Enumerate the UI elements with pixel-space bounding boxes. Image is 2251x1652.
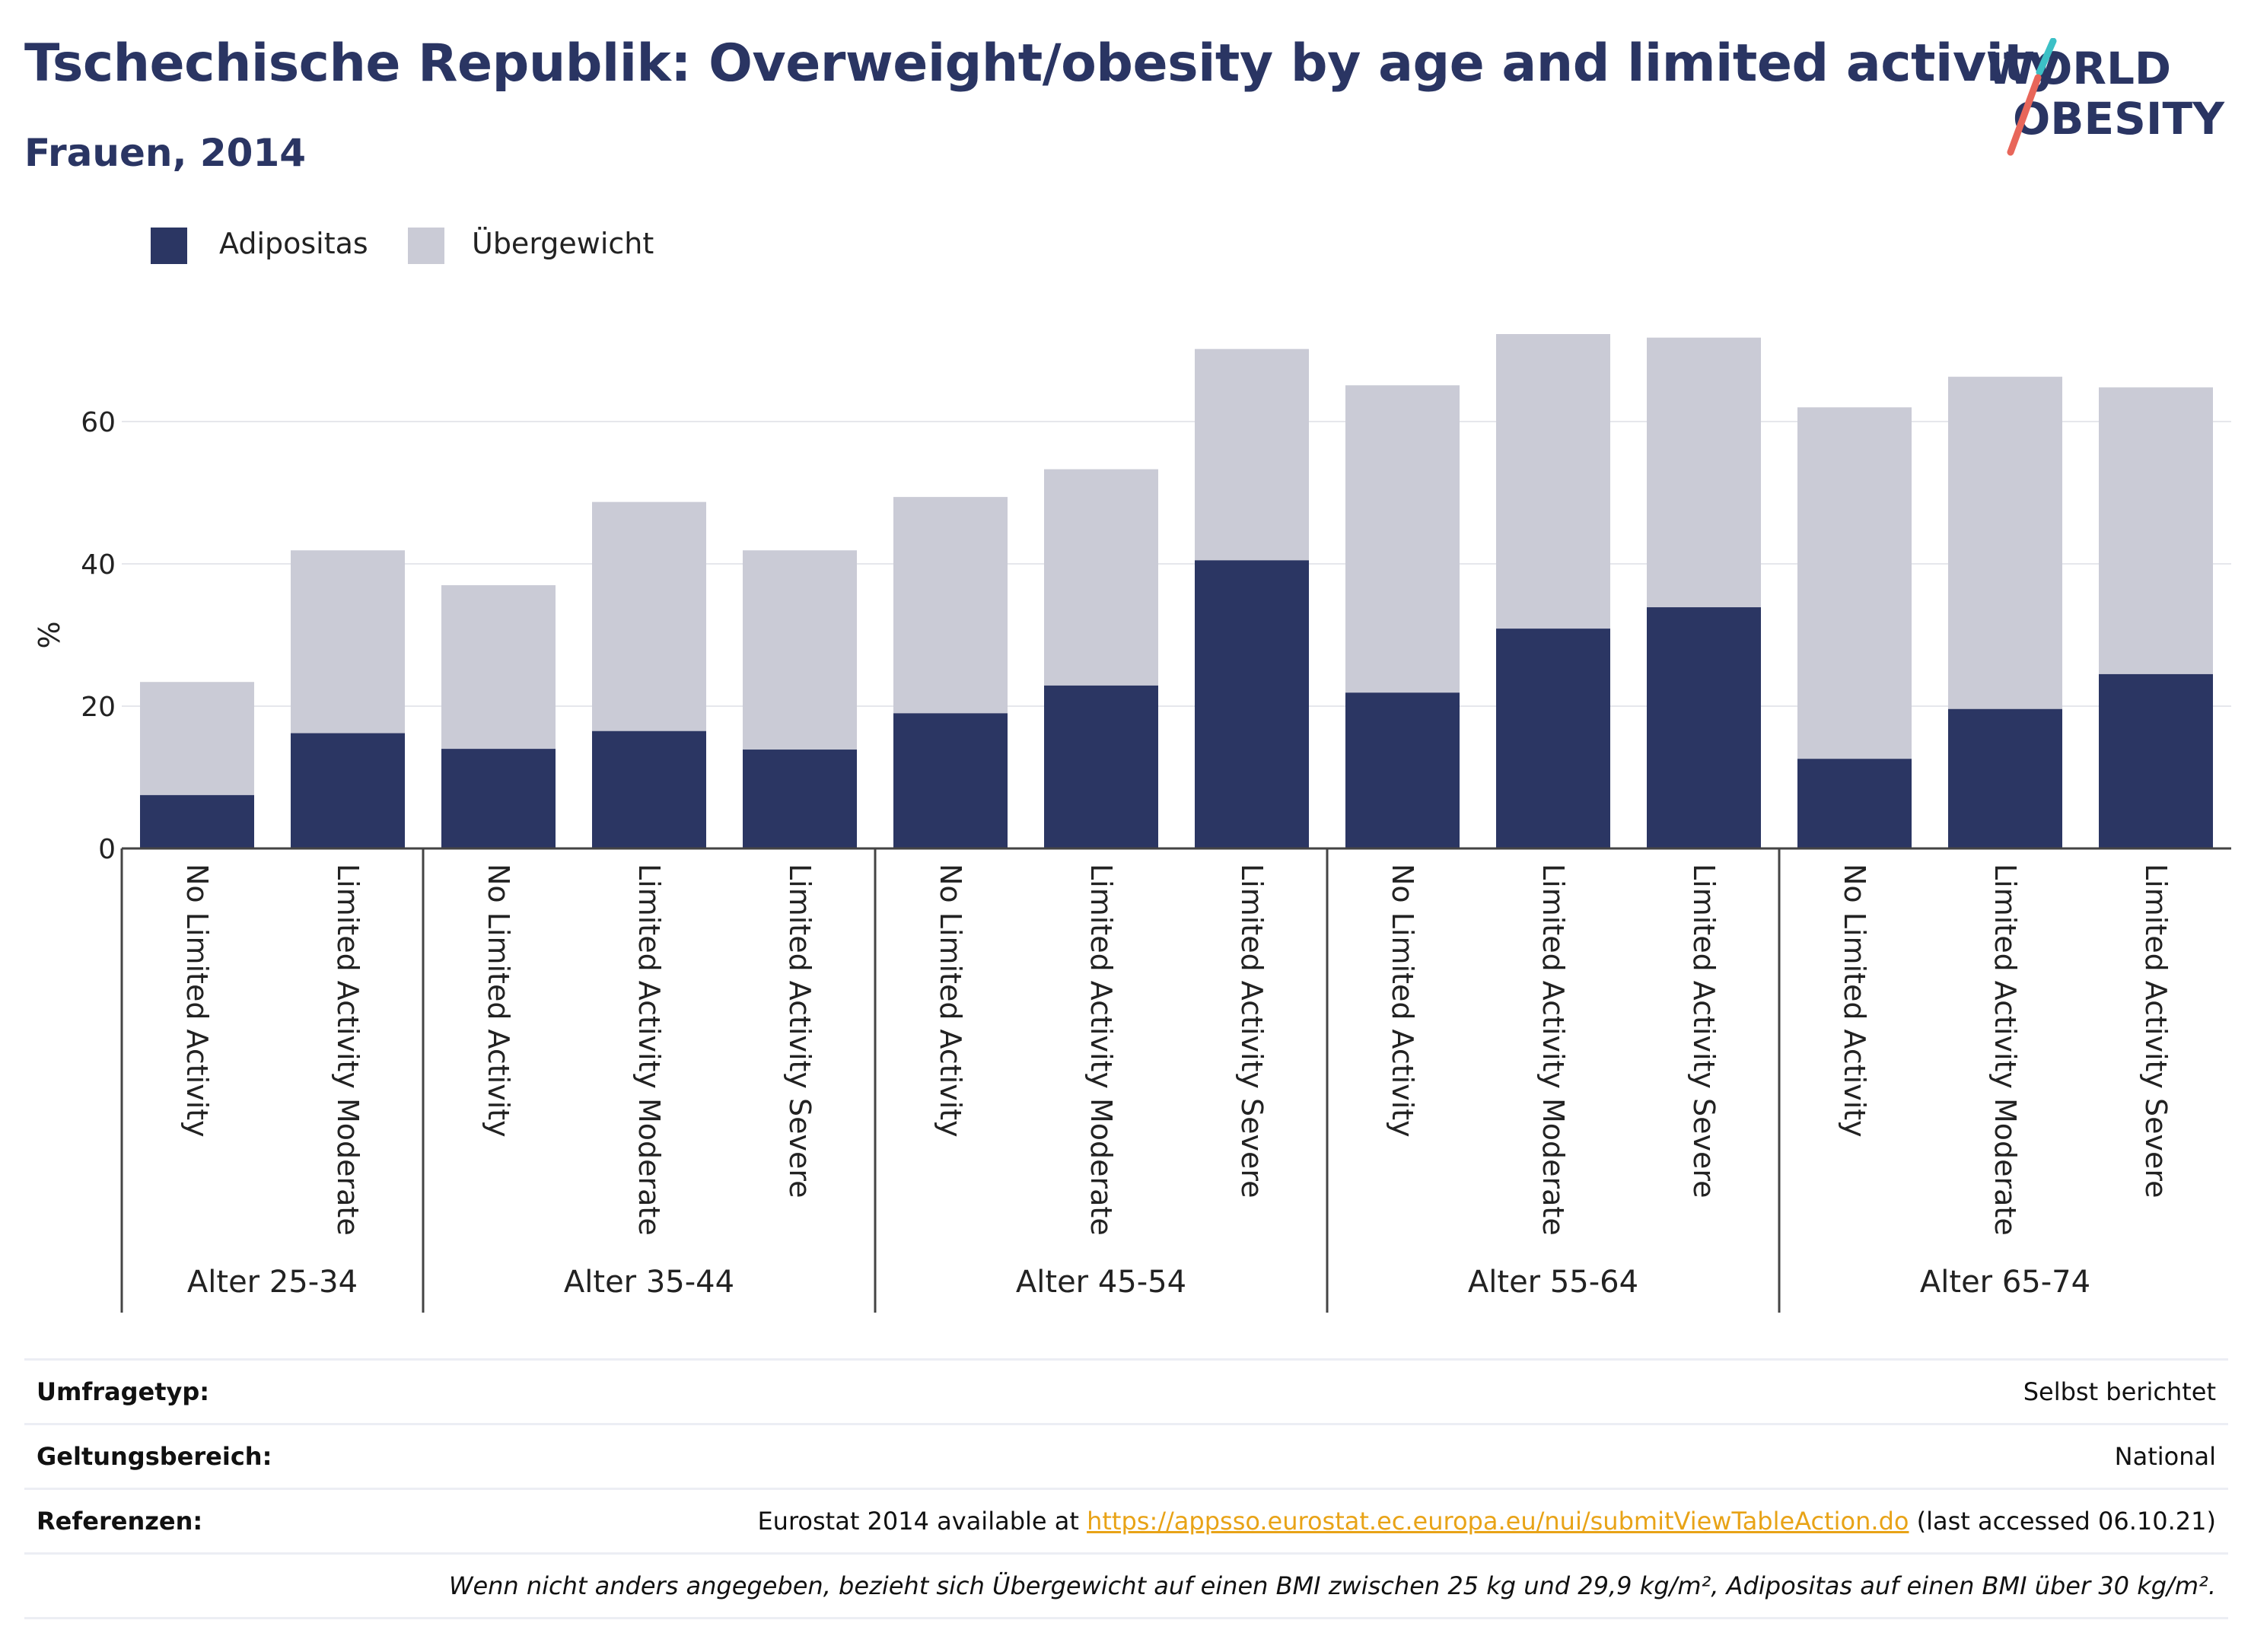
page-title: Tschechische Republik: Overweight/obesit… — [24, 33, 2062, 94]
info-table: Umfragetyp: Selbst berichtet Geltungsber… — [24, 1358, 2228, 1619]
y-tick-label: 0 — [98, 834, 116, 865]
group-label: Alter 25-34 — [187, 1265, 358, 1300]
info-key-scope: Geltungsbereich: — [37, 1442, 272, 1471]
x-tick-label: Limited Activity Moderate — [1536, 864, 1570, 1236]
y-axis-label: % — [33, 621, 66, 648]
stacked-bar-chart: 0 20 40 60% No Limited Activity Limited Activ… — [33, 333, 2231, 1313]
x-tick-label: No Limited Activity — [180, 864, 214, 1138]
y-tick-label: 60 — [81, 407, 116, 438]
definition-note: Wenn nicht anders angegeben, bezieht sic… — [448, 1571, 2216, 1600]
reference-suffix: (last accessed 06.10.21) — [1909, 1507, 2216, 1536]
reference-prefix: Eurostat 2014 available at — [757, 1507, 1087, 1536]
logo-line1: WORLD — [1986, 43, 2171, 94]
bar-adipositas — [743, 750, 857, 848]
x-tick-label: Limited Activity Moderate — [632, 864, 666, 1236]
x-tick-label: Limited Activity Severe — [1687, 864, 1721, 1198]
page-subtitle: Frauen, 2014 — [24, 131, 307, 175]
bar-uebergewicht — [1496, 333, 1610, 629]
info-value-references: Eurostat 2014 available at https://appss… — [757, 1507, 2216, 1536]
bar-uebergewicht — [893, 497, 1008, 714]
x-tick-label: Limited Activity Severe — [1235, 864, 1269, 1198]
legend-swatch-uebergewicht — [408, 228, 444, 264]
bar-uebergewicht — [1797, 407, 1912, 759]
x-tick-label: No Limited Activity — [1386, 864, 1419, 1138]
bar-adipositas — [592, 731, 706, 848]
bar-adipositas — [1647, 607, 1761, 848]
info-row-survey-type: Umfragetyp: Selbst berichtet — [24, 1358, 2228, 1423]
bar-uebergewicht — [1948, 377, 2062, 709]
x-tick-label: No Limited Activity — [1838, 864, 1871, 1138]
bar-adipositas — [1044, 685, 1158, 848]
legend-label-uebergewicht: Übergewicht — [472, 227, 654, 260]
bar-uebergewicht — [1345, 385, 1460, 693]
reference-link[interactable]: https://appsso.eurostat.ec.europa.eu/nui… — [1087, 1507, 1909, 1536]
bar-adipositas — [893, 713, 1008, 848]
x-tick-label: No Limited Activity — [482, 864, 515, 1138]
bar-uebergewicht — [592, 501, 706, 731]
bar-adipositas — [1195, 560, 1309, 848]
x-tick-label: Limited Activity Moderate — [1084, 864, 1118, 1236]
bar-adipositas — [2099, 673, 2213, 848]
bar-adipositas — [1797, 759, 1912, 848]
group-label: Alter 55-64 — [1468, 1265, 1638, 1300]
logo-line2: OBESITY — [2013, 93, 2225, 145]
world-obesity-logo: WORLD OBESITY — [1979, 37, 2230, 160]
info-row-scope: Geltungsbereich: National — [24, 1423, 2228, 1488]
bar-uebergewicht — [1044, 469, 1158, 686]
x-tick-label: Limited Activity Moderate — [331, 864, 365, 1236]
bar-uebergewicht — [291, 550, 405, 734]
x-tick-label: Limited Activity Severe — [783, 864, 817, 1198]
legend-label-adipositas: Adipositas — [219, 227, 368, 260]
info-row-note: Wenn nicht anders angegeben, bezieht sic… — [24, 1552, 2228, 1619]
info-value-survey-type: Selbst berichtet — [2023, 1377, 2216, 1406]
x-tick-label: Limited Activity Moderate — [1988, 864, 2022, 1236]
info-key-survey-type: Umfragetyp: — [37, 1377, 210, 1406]
y-tick-label: 20 — [81, 692, 116, 723]
bar-uebergewicht — [441, 585, 556, 750]
legend-swatch-adipositas — [151, 228, 187, 264]
group-label: Alter 45-54 — [1016, 1265, 1186, 1300]
group-label: Alter 35-44 — [564, 1265, 734, 1300]
bar-uebergewicht — [140, 682, 254, 795]
info-row-references: Referenzen: Eurostat 2014 available at h… — [24, 1488, 2228, 1552]
bar-uebergewicht — [743, 550, 857, 750]
bar-adipositas — [1496, 629, 1610, 848]
x-tick-label: Limited Activity Severe — [2139, 864, 2173, 1198]
bar-adipositas — [1345, 692, 1460, 848]
bar-uebergewicht — [1195, 349, 1309, 561]
x-tick-label: No Limited Activity — [934, 864, 967, 1138]
bar-adipositas — [140, 794, 254, 848]
info-value-scope: National — [2114, 1442, 2216, 1471]
info-key-references: Referenzen: — [37, 1507, 203, 1536]
bar-adipositas — [441, 749, 556, 848]
bar-uebergewicht — [2099, 387, 2213, 674]
bar-adipositas — [291, 733, 405, 848]
bar-adipositas — [1948, 708, 2062, 848]
bar-uebergewicht — [1647, 337, 1761, 608]
group-label: Alter 65-74 — [1920, 1265, 2090, 1300]
y-tick-label: 40 — [81, 549, 116, 581]
